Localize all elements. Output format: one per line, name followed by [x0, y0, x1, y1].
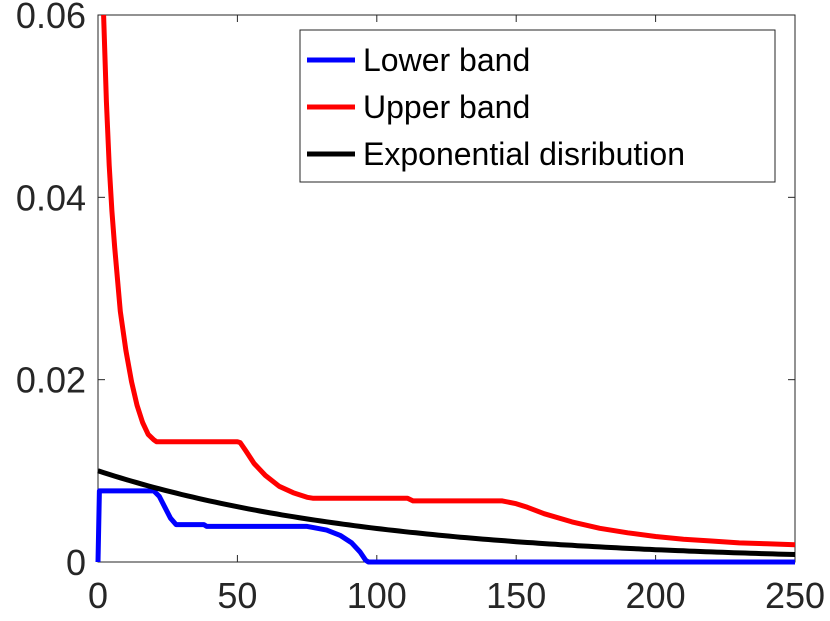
y-tick-label: 0.02: [16, 360, 86, 401]
series-line-lower-band: [95, 488, 795, 565]
legend-label: Exponential disribution: [363, 136, 685, 172]
legend-label: Lower band: [363, 42, 530, 78]
y-tick-label: 0.06: [16, 0, 86, 36]
legend: Lower band Upper band Exponential disribut…: [299, 29, 776, 183]
x-tick-label: 250: [765, 575, 825, 616]
x-tick-label: 150: [486, 575, 546, 616]
x-tick-label: 50: [217, 575, 257, 616]
legend-label: Upper band: [363, 89, 530, 125]
y-tick-label: 0.04: [16, 177, 86, 218]
x-tick-labels: 0 50 100 150 200 250: [88, 575, 825, 616]
x-tick-label: 200: [626, 575, 686, 616]
x-tick-label: 0: [88, 575, 108, 616]
y-tick-labels: 0 0.02 0.04 0.06: [16, 0, 86, 583]
x-tick-label: 100: [347, 575, 407, 616]
series-lines: [95, 14, 796, 565]
series-line-exponential-disribution: [97, 468, 796, 557]
series-line-upper-band: [101, 14, 796, 548]
legend-box: [299, 29, 776, 183]
y-tick-label: 0: [66, 542, 86, 583]
